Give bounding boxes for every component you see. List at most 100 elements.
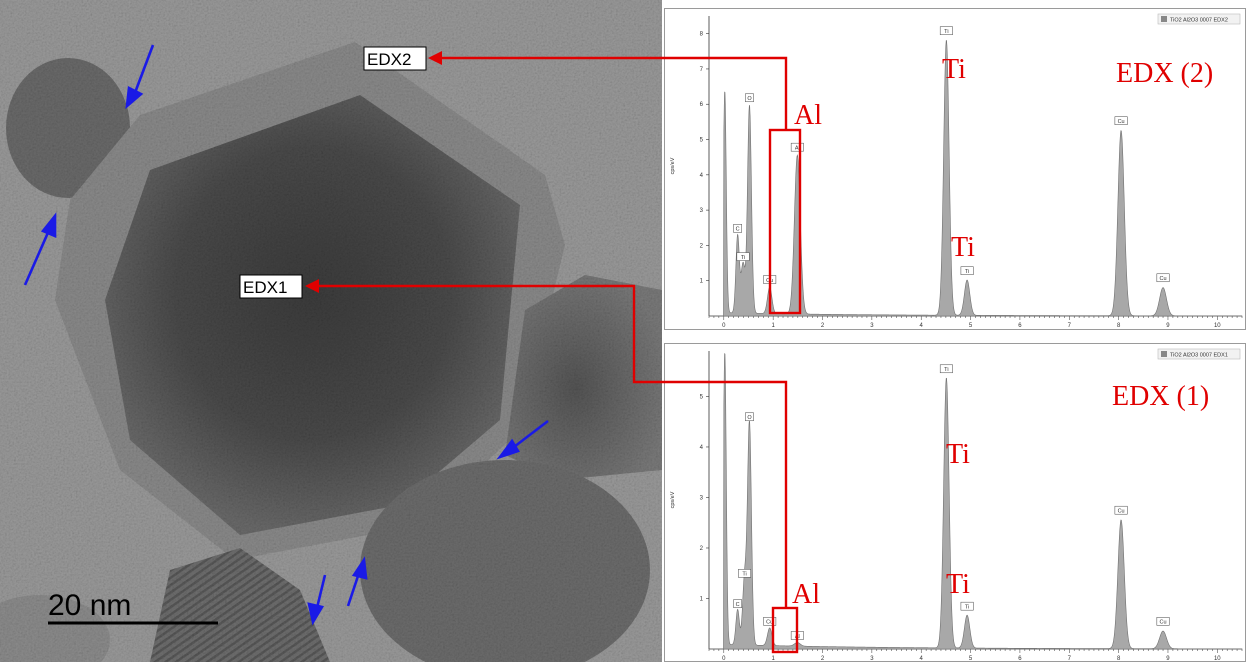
peak-tag-box xyxy=(1156,273,1170,283)
x-tick-label: 3 xyxy=(870,323,874,329)
peak-tag-box xyxy=(939,364,953,374)
element-annotation: Ti xyxy=(946,569,970,600)
y-tick-label: 2 xyxy=(700,546,704,552)
peak-tag-box xyxy=(1114,116,1128,125)
x-tick-label: 9 xyxy=(1166,323,1170,329)
al-highlight-box-bottom xyxy=(771,606,799,654)
y-axis-label: cps/eV xyxy=(670,157,676,174)
y-tick-label: 6 xyxy=(700,102,704,108)
legend: TiO2 Al2O3 0007 EDX1 xyxy=(1157,348,1241,360)
y-axis-label: cps/eV xyxy=(670,491,676,508)
peak-tag: Ti xyxy=(741,255,745,261)
peak-tag-box xyxy=(1114,505,1128,515)
peak-tag-box xyxy=(745,412,754,422)
x-tick-label: 0 xyxy=(722,656,726,662)
edx1-label-box xyxy=(239,274,303,299)
y-tick-label: 7 xyxy=(700,67,704,73)
peak-tag-box xyxy=(763,617,777,626)
element-annotation: Al xyxy=(792,579,820,610)
x-tick-label: 8 xyxy=(1117,323,1121,329)
element-annotation: Ti xyxy=(946,439,970,470)
x-tick-label: 7 xyxy=(1068,656,1072,662)
tem-micrograph: 20 nm EDX2 EDX1 xyxy=(0,0,662,662)
edx2-spectrum-panel: cps/eV 1 2 3 4 5 6 7 8 0 1 2 3 4 5 6 7 8 9 10 C Ti O Cu Al Ti Ti Cu… xyxy=(664,8,1246,330)
peak-tag-box xyxy=(790,142,804,152)
peak-tag: Cu xyxy=(1118,119,1125,125)
element-annotation: Ti xyxy=(942,54,966,85)
x-tick-label: 2 xyxy=(821,656,825,662)
element-annotation: Al xyxy=(794,100,822,131)
x-tick-label: 4 xyxy=(920,656,924,662)
peak-tag: Cu xyxy=(766,620,773,626)
peak-tag: Al xyxy=(795,145,800,151)
legend-text: TiO2 Al2O3 0007 EDX1 xyxy=(1170,353,1228,359)
y-tick-label: 1 xyxy=(700,596,704,602)
y-tick-label: 8 xyxy=(700,32,704,38)
x-tick-label: 1 xyxy=(771,656,775,662)
peak-tag-box xyxy=(738,569,751,578)
peak-tag: C xyxy=(736,602,740,608)
edx1-spectrum-panel: cps/eV 1 2 3 4 5 0 1 2 3 4 5 6 7 8 9 10 C Ti O Cu Al Ti Ti Cu Cu T… xyxy=(664,343,1246,662)
x-tick-label: 6 xyxy=(1018,656,1022,662)
y-tick-label: 4 xyxy=(700,173,704,179)
y-tick-label: 3 xyxy=(700,208,704,214)
y-tick-label: 5 xyxy=(700,138,704,144)
peak-tag: Ti xyxy=(944,29,948,35)
x-tick-label: 3 xyxy=(870,656,874,662)
x-tick-label: 5 xyxy=(969,656,973,662)
scale-bar-label: 20 nm xyxy=(48,589,131,622)
peak-tag: Ti xyxy=(965,269,969,275)
peak-tag-box xyxy=(960,266,974,275)
peak-tag-box xyxy=(733,599,742,608)
edx1-label: EDX1 xyxy=(243,278,287,297)
x-tick-label: 6 xyxy=(1018,323,1022,329)
y-tick-label: 1 xyxy=(700,279,704,285)
x-tick-label: 5 xyxy=(969,323,973,329)
peak-tag-box xyxy=(733,224,742,233)
y-tick-label: 2 xyxy=(700,243,704,249)
y-tick-label: 4 xyxy=(700,445,704,451)
peak-tag: O xyxy=(747,96,752,102)
x-tick-label: 8 xyxy=(1117,656,1121,662)
al-highlight-box-top xyxy=(768,128,802,315)
peak-tag: Ti xyxy=(944,367,948,373)
spectrum-series xyxy=(709,40,1243,317)
legend: TiO2 Al2O3 0007 EDX2 xyxy=(1157,13,1241,25)
edx2-label-box xyxy=(363,46,427,71)
x-tick-label: 10 xyxy=(1214,323,1221,329)
peak-tag: Ti xyxy=(742,572,746,578)
x-tick-label: 0 xyxy=(722,323,726,329)
peak-tag: Ti xyxy=(965,604,969,610)
edx2-arrowhead xyxy=(428,51,442,65)
x-tick-label: 2 xyxy=(821,323,825,329)
y-tick-label: 5 xyxy=(700,394,704,400)
x-tick-label: 7 xyxy=(1068,323,1072,329)
peak-tag: Cu xyxy=(1118,509,1125,515)
peak-tag-box xyxy=(736,252,750,261)
peak-tag-box xyxy=(939,26,953,35)
peak-tag-box xyxy=(960,601,974,611)
peak-tag-box xyxy=(745,93,754,103)
peak-tag: C xyxy=(736,227,740,233)
x-tick-label: 9 xyxy=(1166,656,1170,662)
x-tick-label: 1 xyxy=(771,323,775,329)
panel-frame xyxy=(664,343,1246,662)
blue-arrows xyxy=(23,44,549,626)
y-tick-label: 3 xyxy=(700,495,704,501)
legend-text: TiO2 Al2O3 0007 EDX2 xyxy=(1170,18,1228,24)
panel-label: EDX (2) xyxy=(1116,58,1213,89)
edx1-connector xyxy=(318,284,788,608)
peak-tag-box xyxy=(1156,617,1170,626)
peak-tag: Cu xyxy=(1160,276,1167,282)
edx1-arrowhead xyxy=(305,279,319,293)
x-tick-label: 10 xyxy=(1214,656,1221,662)
x-tick-label: 4 xyxy=(920,323,924,329)
peak-tag: O xyxy=(747,415,752,421)
peak-tag: Cu xyxy=(1160,620,1167,626)
edx2-connector xyxy=(440,56,788,130)
panel-label: EDX (1) xyxy=(1112,381,1209,412)
element-annotation: Ti xyxy=(951,232,975,263)
edx2-label: EDX2 xyxy=(367,50,411,69)
